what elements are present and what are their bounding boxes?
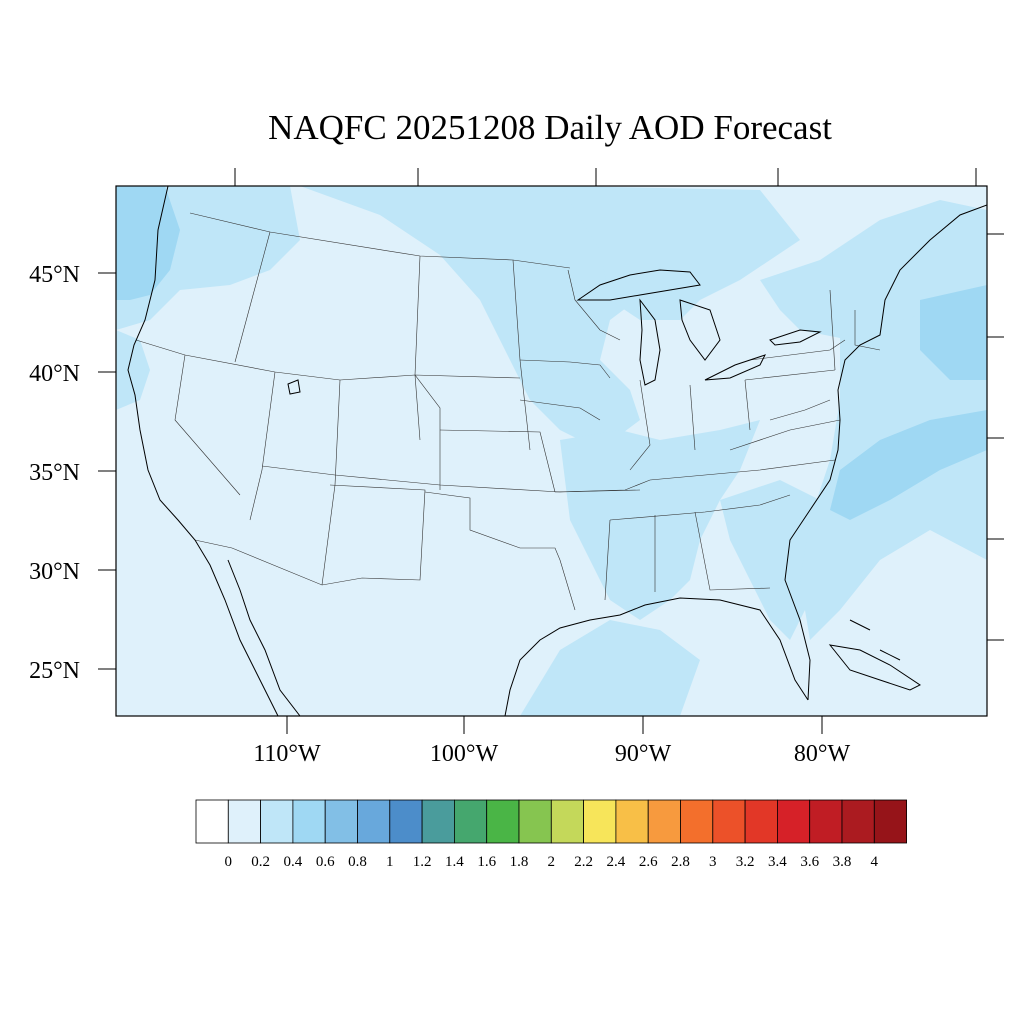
colorbar-label: 3.6 [800,854,819,870]
colorbar-label: 3.8 [833,854,852,870]
lat-label-40: 40°N [29,361,80,387]
colorbar-swatch [712,799,746,844]
baja-coast [227,559,301,716]
colorbar-label: 2.6 [639,854,658,870]
colorbar-swatch [195,799,229,844]
colorbar-swatch [680,799,714,844]
colorbar-label: 2.2 [574,854,593,870]
colorbar-swatch [389,799,423,844]
mississippi-valley-plume [560,420,760,620]
lake-huron [679,299,721,361]
map-panel [116,168,987,716]
lon-label-90: 90°W [615,741,672,767]
lat-label-25: 25°N [29,658,80,684]
map-frame [115,185,988,717]
atlantic-coast [784,204,987,701]
great-lakes-plume [560,186,800,320]
colorbar-swatch [453,799,488,844]
california-coast-plume [116,330,150,410]
colorbar-swatch [615,799,649,844]
colorbar-swatch [324,799,358,844]
colorbar-label: 3 [709,854,717,870]
colorbar-swatch [873,799,907,844]
map-title: NAQFC 20251208 Daily AOD Forecast [268,108,832,147]
cuba [828,644,921,691]
colorbar-swatch [744,799,778,844]
outer-ticks [98,168,1004,734]
aod-contours-0.4-0.6 [116,186,987,520]
colorbar-label: 1.4 [445,854,464,870]
colorbar-label: 1 [386,854,394,870]
colorbar-swatch [292,799,326,844]
state-boundaries [135,212,881,611]
lake-superior [576,269,701,301]
lat-label-35: 35°N [29,460,80,486]
colorbar-swatch [227,799,262,844]
longitude-labels: 110°W 100°W 90°W 80°W [253,741,850,767]
colorbar-label: 4 [871,854,879,870]
colorbar-label: 3.2 [736,854,755,870]
coastlines [127,186,987,716]
gulf-plume [520,620,700,716]
map-edge-ticks [235,168,976,186]
pacific-coast [127,186,279,716]
colorbar-label: 0.8 [348,854,367,870]
southeast-plume [720,480,830,640]
colorbar-swatch [647,799,681,844]
colorbar-swatch [518,799,552,844]
colorbar-swatch [841,799,875,844]
lon-label-80: 80°W [794,741,851,767]
lake-michigan [639,298,661,386]
colorbar-label: 0.6 [316,854,335,870]
atlantic-max-south [830,410,987,520]
colorbar-label: 1.8 [510,854,529,870]
lon-label-100: 100°W [430,741,499,767]
colorbar-swatch [260,799,294,844]
colorbar-label: 0 [225,854,233,870]
colorbar-swatch [809,799,843,844]
lake-erie [704,354,766,381]
lon-label-110: 110°W [253,741,321,767]
great-salt-lake [287,379,301,395]
colorbar-swatch [583,799,617,844]
colorbar-label: 2.4 [607,854,626,870]
colorbar-label: 1.2 [413,854,432,870]
atlantic-max-north [920,285,987,380]
latitude-labels: 45°N 40°N 35°N 30°N 25°N [29,262,80,684]
colorbar-swatch [357,799,391,844]
puget-sound-max [116,186,180,300]
colorbar-label: 0.4 [284,854,303,870]
colorbar-label: 2 [548,854,556,870]
lat-label-45: 45°N [29,262,80,288]
northern-plains-plume [300,186,700,450]
colorbar-label: 3.4 [768,854,787,870]
lat-label-30: 30°N [29,559,80,585]
colorbar-label: 2.8 [671,854,690,870]
gulf-coast [504,597,809,716]
colorbar-swatch [550,799,584,844]
bahamas [849,619,901,661]
colorbar-swatch [421,799,455,844]
colorbar-label: 1.6 [477,854,496,870]
colorbar-swatch [777,799,811,844]
colorbar-swatch [486,799,520,844]
colorbar-label: 0.2 [251,854,270,870]
lake-ontario [769,329,822,346]
colorbar: 0 0.2 0.4 0.6 0.8 1 1.2 1.4 1.6 1.8 2 2.2 2.4 2.6 2.8 3… [195,799,907,870]
